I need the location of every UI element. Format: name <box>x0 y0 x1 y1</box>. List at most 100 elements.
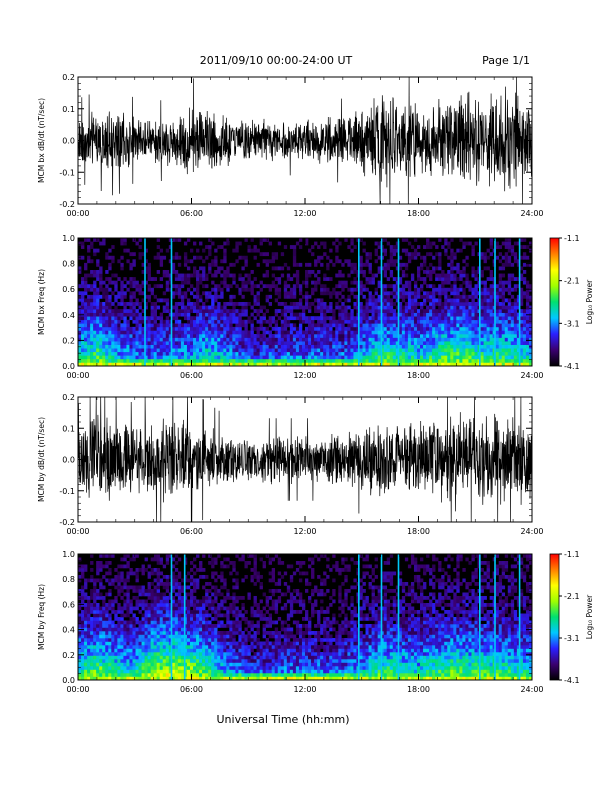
spectrogram-cell <box>108 631 112 635</box>
spectrogram-cell <box>317 326 321 331</box>
spectrogram-cell <box>525 294 530 299</box>
spectrogram-cell <box>362 309 366 313</box>
spectrogram-cell <box>301 351 306 356</box>
spectrogram-cell <box>108 571 112 576</box>
spectrogram-cell <box>132 351 136 356</box>
spectrogram-cell <box>262 273 266 278</box>
spectrogram-cell <box>156 252 161 257</box>
spectrogram-cell <box>507 287 512 292</box>
spectrogram-cell <box>205 277 209 281</box>
spectrogram-cell <box>474 348 478 353</box>
spectrogram-cell <box>123 362 127 367</box>
spectrogram-cell <box>498 362 503 367</box>
spectrogram-cell <box>126 355 130 360</box>
spectrogram-cell <box>117 355 121 360</box>
spectrogram-cell <box>120 238 124 242</box>
spectrogram-cell <box>211 351 215 356</box>
spectrogram-cell <box>156 554 161 558</box>
spectrogram-cell <box>353 337 357 342</box>
spectrogram-cell <box>147 631 151 635</box>
spectrogram-cell <box>338 348 342 353</box>
spectrogram-cell <box>129 330 133 335</box>
spectrogram-cell <box>468 344 472 349</box>
spectrogram-cell <box>141 270 145 274</box>
spectrogram-cell <box>90 323 94 328</box>
spectrogram-cell <box>211 355 215 360</box>
spectrogram-cell <box>250 248 254 253</box>
spectrogram-cell <box>123 634 127 639</box>
spectrogram-cell <box>165 351 170 356</box>
spectrogram-cell <box>383 302 388 306</box>
spectrogram-cell <box>486 319 490 324</box>
spectrogram-cell <box>295 277 300 281</box>
spectrogram-cell <box>135 662 139 667</box>
spectrogram-cell <box>444 294 448 299</box>
spectrogram-cell <box>286 294 291 299</box>
spectrogram-cell <box>177 255 182 260</box>
spectrogram-cell <box>232 277 236 281</box>
spectrogram-cell <box>153 610 157 614</box>
spectrogram-cell <box>220 294 224 299</box>
spectrogram-cell <box>377 326 381 331</box>
spectrogram-cell <box>235 248 239 253</box>
spectrogram-cell <box>111 348 115 353</box>
spectrogram-cell <box>341 309 345 313</box>
spectrogram-cell <box>250 348 254 353</box>
spectrogram-cell <box>377 294 381 299</box>
spectrogram-cell <box>156 284 161 289</box>
spectrogram-cell <box>380 298 384 303</box>
spectrogram-cell <box>108 348 112 353</box>
spectrogram-cell <box>474 284 478 289</box>
spectrogram-cell <box>332 348 336 353</box>
spectrogram-cell <box>525 358 530 363</box>
spectrogram-cell <box>156 641 161 646</box>
spectrogram-cell <box>450 287 454 292</box>
spectrogram-cell <box>93 627 97 632</box>
spectrogram-cell <box>126 676 130 681</box>
spectrogram-cell <box>268 316 273 321</box>
spectrogram-cell <box>528 348 533 353</box>
spectrogram-cell <box>232 312 236 317</box>
spectrogram-cell <box>528 341 533 345</box>
spectrogram-cell <box>156 326 161 331</box>
spectrogram-cell <box>459 326 463 331</box>
spectrogram-cell <box>480 355 484 360</box>
spectrogram-cell <box>317 309 321 313</box>
spectrogram-cell <box>253 362 257 367</box>
spectrogram-cell <box>232 316 236 321</box>
spectrogram-cell <box>510 245 515 249</box>
spectrogram-cell <box>398 305 403 310</box>
spectrogram-cell <box>93 592 97 597</box>
spectrogram-cell <box>156 676 161 681</box>
spectrogram-cell <box>171 316 176 321</box>
spectrogram-cell <box>507 245 512 249</box>
spectrogram-cell <box>335 330 339 335</box>
spectrogram-cell <box>456 337 460 342</box>
spectrogram-cell <box>126 638 130 642</box>
spectrogram-cell <box>432 337 436 342</box>
spectrogram-cell <box>141 362 145 367</box>
spectrogram-cell <box>132 330 136 335</box>
spectrogram-cell <box>401 284 406 289</box>
spectrogram-cell <box>504 298 509 303</box>
spectrogram-cell <box>314 262 318 267</box>
spectrogram-cell <box>120 655 124 660</box>
spectrogram-cell <box>468 355 472 360</box>
spectrogram-cell <box>286 344 291 349</box>
spectrogram-cell <box>208 238 212 242</box>
spectrogram-cell <box>162 624 167 628</box>
spectrogram-cell <box>450 273 454 278</box>
spectrogram-cell <box>513 358 518 363</box>
spectrogram-cell <box>305 277 309 281</box>
spectrogram-cell <box>265 326 269 331</box>
spectrogram-cell <box>413 362 418 367</box>
spectrogram-cell <box>96 316 100 321</box>
spectrogram-cell <box>84 606 88 611</box>
spectrogram-cell <box>81 309 85 313</box>
spectrogram-cell <box>202 334 206 338</box>
spectrogram-cell <box>392 294 397 299</box>
spectrogram-cell <box>353 245 357 249</box>
spectrogram-cell <box>377 280 381 285</box>
spectrogram-cell <box>450 309 454 313</box>
spectrogram-cell <box>513 326 518 331</box>
